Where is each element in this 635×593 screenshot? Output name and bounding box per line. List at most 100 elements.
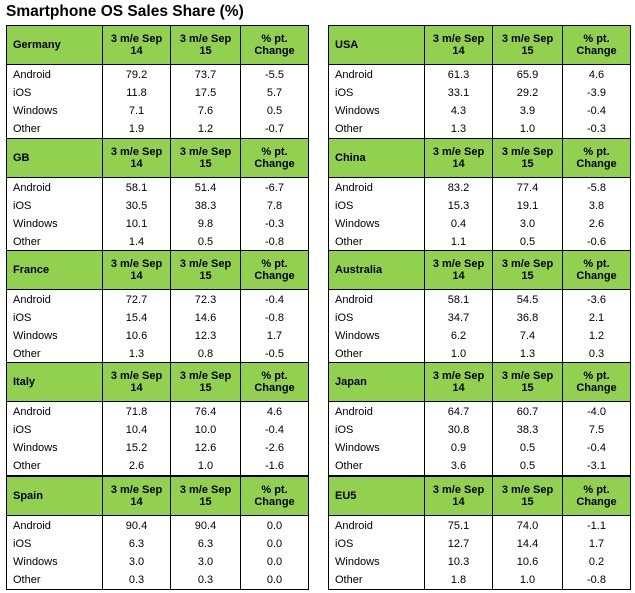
value-change: 7.5 (562, 421, 631, 439)
os-name: Android (6, 401, 103, 421)
table-row: Other 1.9 1.2 -0.7 (6, 120, 309, 139)
value-sep14: 6.2 (424, 327, 493, 345)
column-header: 3 m/e Sep 14 (102, 138, 171, 178)
column-header-line: Change (576, 45, 617, 57)
os-name: Other (328, 571, 425, 590)
column-header-line: % pt. (261, 33, 288, 45)
table-row: Windows 10.3 10.6 0.2 (328, 553, 631, 571)
column-header-line: 3 m/e Sep (179, 258, 232, 270)
country-name: GB (6, 138, 103, 178)
value-sep14: 71.8 (102, 401, 171, 421)
os-name: Other (328, 233, 425, 252)
value-change: 0.3 (562, 345, 631, 364)
table-row: Android 75.1 74.0 -1.1 (328, 515, 631, 535)
column-header-line: 3 m/e Sep (501, 33, 554, 45)
column-header: 3 m/e Sep 14 (424, 476, 493, 516)
value-sep15: 7.6 (170, 102, 241, 120)
value-sep15: 10.6 (492, 553, 563, 571)
table-row: iOS 15.4 14.6 -0.8 (6, 309, 309, 327)
value-sep15: 77.4 (492, 177, 563, 197)
value-sep15: 1.3 (492, 345, 563, 364)
value-sep15: 74.0 (492, 515, 563, 535)
column-header-line: 15 (521, 382, 534, 394)
country-table: EU5 3 m/e Sep 14 3 m/e Sep 15% pt. Change Andr… (328, 476, 631, 590)
table-row: Android 58.1 51.4 -6.7 (6, 177, 309, 197)
os-name: iOS (6, 309, 103, 327)
os-name: iOS (328, 421, 425, 439)
column-header-line: % pt. (583, 370, 610, 382)
os-name: iOS (6, 197, 103, 215)
table-row: Windows 6.2 7.4 1.2 (328, 327, 631, 345)
column-header-line: Change (576, 382, 617, 394)
value-change: -2.6 (240, 439, 309, 457)
value-sep14: 58.1 (102, 177, 171, 197)
os-name: iOS (328, 197, 425, 215)
column-header-line: 3 m/e Sep (110, 33, 163, 45)
column-header-line: 3 m/e Sep (179, 33, 232, 45)
column-header-line: % pt. (261, 370, 288, 382)
country-name: Italy (6, 362, 103, 402)
column-header-line: 3 m/e Sep (179, 370, 232, 382)
table-row: Other 1.1 0.5 -0.6 (328, 233, 631, 252)
value-sep15: 7.4 (492, 327, 563, 345)
column-header: % pt. Change (240, 476, 309, 516)
column-header-line: % pt. (261, 484, 288, 496)
value-change: -0.4 (240, 421, 309, 439)
header-row: Japan 3 m/e Sep 14 3 m/e Sep 15% pt. Change (328, 362, 631, 402)
column-header-line: % pt. (261, 258, 288, 270)
os-name: iOS (6, 421, 103, 439)
value-sep14: 1.3 (102, 345, 171, 364)
os-name: Windows (328, 553, 425, 571)
country-name: USA (328, 25, 425, 65)
os-name: Windows (6, 439, 103, 457)
value-change: -5.8 (562, 177, 631, 197)
os-name: Windows (328, 215, 425, 233)
table-row: Android 64.7 60.7 -4.0 (328, 401, 631, 421)
country-table: Australia 3 m/e Sep 14 3 m/e Sep 15% pt. Chan… (328, 250, 631, 364)
value-sep15: 12.6 (170, 439, 241, 457)
table-row: Windows 10.1 9.8 -0.3 (6, 215, 309, 233)
value-sep15: 3.0 (170, 553, 241, 571)
value-sep14: 10.6 (102, 327, 171, 345)
value-sep15: 1.2 (170, 120, 241, 139)
value-change: -6.7 (240, 177, 309, 197)
table-row: Other 0.3 0.3 0.0 (6, 571, 309, 590)
value-change: 0.0 (240, 553, 309, 571)
column-header-line: 3 m/e Sep (110, 484, 163, 496)
table-row: iOS 12.7 14.4 1.7 (328, 535, 631, 553)
column-header-line: 14 (452, 45, 465, 57)
table-row: Windows 15.2 12.6 -2.6 (6, 439, 309, 457)
column-header-line: 3 m/e Sep (432, 146, 485, 158)
os-name: Other (6, 571, 103, 590)
column-header: 3 m/e Sep 15 (170, 138, 241, 178)
value-change: -5.5 (240, 64, 309, 84)
table-row: Android 61.3 65.9 4.6 (328, 64, 631, 84)
value-sep15: 14.4 (492, 535, 563, 553)
value-change: 1.2 (562, 327, 631, 345)
value-sep15: 72.3 (170, 289, 241, 309)
column-header: 3 m/e Sep 14 (102, 250, 171, 290)
value-sep14: 2.6 (102, 457, 171, 476)
header-row: Spain 3 m/e Sep 14 3 m/e Sep 15% pt. Change (6, 476, 309, 516)
header-row: Italy 3 m/e Sep 14 3 m/e Sep 15% pt. Change (6, 362, 309, 402)
header-row: China 3 m/e Sep 14 3 m/e Sep 15% pt. Change (328, 138, 631, 178)
value-sep14: 3.6 (424, 457, 493, 476)
value-change: 1.7 (240, 327, 309, 345)
column-header: % pt. Change (562, 476, 631, 516)
table-row: Windows 7.1 7.6 0.5 (6, 102, 309, 120)
column-header: % pt. Change (240, 250, 309, 290)
column-header: 3 m/e Sep 14 (102, 25, 171, 65)
value-sep15: 51.4 (170, 177, 241, 197)
value-sep14: 83.2 (424, 177, 493, 197)
value-change: 4.6 (562, 64, 631, 84)
value-sep14: 0.3 (102, 571, 171, 590)
value-sep14: 90.4 (102, 515, 171, 535)
value-sep14: 1.0 (424, 345, 493, 364)
value-sep14: 15.2 (102, 439, 171, 457)
os-name: Other (6, 345, 103, 364)
value-change: 2.1 (562, 309, 631, 327)
value-change: -0.8 (562, 571, 631, 590)
value-change: -0.8 (240, 233, 309, 252)
value-sep15: 0.5 (170, 233, 241, 252)
column-header-line: 14 (452, 158, 465, 170)
